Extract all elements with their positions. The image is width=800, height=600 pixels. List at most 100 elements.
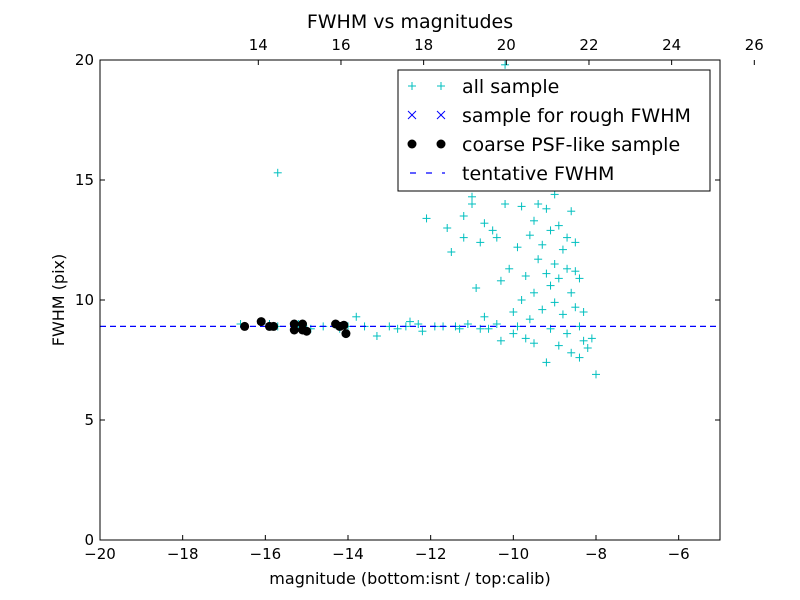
legend-label-coarse-psf-sample: coarse PSF-like sample — [462, 134, 680, 156]
data-point-all-sample — [550, 260, 559, 268]
legend-marker-plus — [437, 82, 445, 90]
data-point-all-sample — [558, 310, 567, 319]
data-point-all-sample — [372, 332, 381, 340]
y-tick-label: 20 — [75, 51, 94, 69]
data-point-all-sample — [563, 264, 572, 273]
data-point-all-sample — [455, 324, 464, 333]
data-point-all-sample — [501, 200, 510, 208]
data-point-all-sample — [484, 324, 493, 333]
top-tick-label: 18 — [414, 36, 433, 54]
data-point-all-sample — [463, 320, 472, 328]
data-point-all-sample — [509, 308, 518, 316]
data-point-all-sample — [554, 341, 563, 350]
top-tick-label: 22 — [579, 36, 598, 54]
data-point-psf-sample — [256, 317, 266, 327]
legend-label-all-sample: all sample — [462, 76, 559, 98]
x-axis-bottom: −20 −18 −16 −14 −12 −10 −8 −6 — [84, 535, 690, 563]
y-tick-label: 5 — [84, 411, 94, 429]
y-axis-title: FWHM (pix) — [49, 254, 68, 347]
data-point-all-sample — [542, 269, 551, 278]
data-point-all-sample — [583, 344, 592, 352]
y-tick-label: 15 — [75, 171, 94, 189]
data-point-psf-sample — [341, 329, 351, 339]
data-point-all-sample — [530, 339, 538, 348]
data-point-all-sample — [554, 274, 563, 283]
data-point-all-sample — [534, 200, 543, 208]
data-point-all-sample — [521, 272, 530, 280]
data-point-all-sample — [575, 274, 584, 283]
data-point-all-sample — [496, 336, 505, 345]
data-point-all-sample — [406, 317, 414, 326]
data-point-all-sample — [513, 243, 522, 252]
x-tick-label: −18 — [167, 545, 199, 563]
y-tick-label: 0 — [84, 531, 94, 549]
data-point-all-sample — [517, 202, 526, 211]
data-point-all-sample — [443, 224, 452, 232]
data-point-all-sample — [480, 312, 489, 321]
data-point-all-sample — [546, 226, 555, 235]
legend-marker-plus — [408, 82, 416, 90]
x-b — [407, 110, 417, 120]
data-point-all-sample — [558, 245, 567, 254]
data-point-all-sample — [538, 240, 547, 249]
data-point-all-sample — [567, 348, 576, 357]
data-point-all-sample — [488, 226, 497, 235]
data-point-all-sample — [468, 192, 476, 201]
data-point-all-sample — [525, 315, 534, 324]
data-point-all-sample — [459, 212, 468, 220]
data-point-all-sample — [550, 190, 559, 199]
y-tick-label: 10 — [75, 291, 94, 309]
data-point-all-sample — [447, 248, 456, 256]
data-point-psf-sample — [339, 320, 349, 330]
top-tick-label: 26 — [745, 36, 764, 54]
data-point-all-sample — [501, 60, 510, 69]
data-point-all-sample — [414, 320, 423, 328]
data-point-all-sample — [517, 296, 526, 304]
data-point-all-sample — [587, 334, 596, 343]
data-point-psf-sample — [302, 326, 312, 336]
legend-box — [397, 69, 711, 192]
data-point-all-sample — [550, 298, 559, 307]
data-point-all-sample — [459, 233, 468, 242]
x-axis-title: magnitude (bottom:isnt / top:calib) — [269, 569, 550, 588]
data-point-all-sample — [592, 370, 600, 379]
data-point-all-sample — [496, 276, 505, 285]
data-point-all-sample — [468, 200, 476, 208]
x-axis-top: 14 16 18 20 22 24 26 — [249, 36, 764, 65]
data-point-all-sample — [530, 216, 538, 225]
data-point-all-sample — [480, 219, 489, 228]
legend-label-rough-fwhm-sample: sample for rough FWHM — [462, 105, 691, 127]
data-point-all-sample — [352, 312, 361, 321]
data-point-all-sample — [563, 233, 572, 242]
data-point-all-sample — [579, 308, 588, 316]
data-point-all-sample — [567, 288, 576, 297]
data-point-all-sample — [530, 288, 538, 297]
x-tick-label: −6 — [668, 545, 690, 563]
top-tick-label: 14 — [249, 36, 268, 54]
data-point-all-sample — [525, 231, 534, 240]
legend-marker-dot — [436, 139, 446, 149]
x-b — [436, 110, 446, 120]
data-point-all-sample — [579, 336, 588, 345]
x-tick-label: −14 — [332, 545, 364, 563]
legend-label-tentative-fwhm: tentative FWHM — [462, 163, 614, 185]
y-axis: 0 5 10 15 20 — [75, 51, 720, 549]
data-point-all-sample — [538, 305, 547, 314]
top-tick-label: 16 — [331, 36, 350, 54]
legend-marker-dot — [407, 139, 417, 149]
data-point-all-sample — [534, 255, 543, 264]
x-tick-label: −10 — [498, 545, 530, 563]
data-point-all-sample — [554, 221, 563, 230]
data-point-all-sample — [509, 329, 518, 338]
data-point-psf-sample — [269, 321, 279, 331]
data-point-all-sample — [505, 264, 514, 273]
data-point-all-sample — [571, 267, 580, 276]
x-tick-label: −16 — [250, 545, 282, 563]
data-point-psf-sample — [289, 325, 299, 335]
data-point-all-sample — [476, 238, 485, 247]
legend-marker-x — [436, 110, 446, 120]
data-point-all-sample — [571, 238, 580, 247]
data-point-all-sample — [418, 327, 427, 336]
data-point-all-sample — [575, 353, 584, 362]
